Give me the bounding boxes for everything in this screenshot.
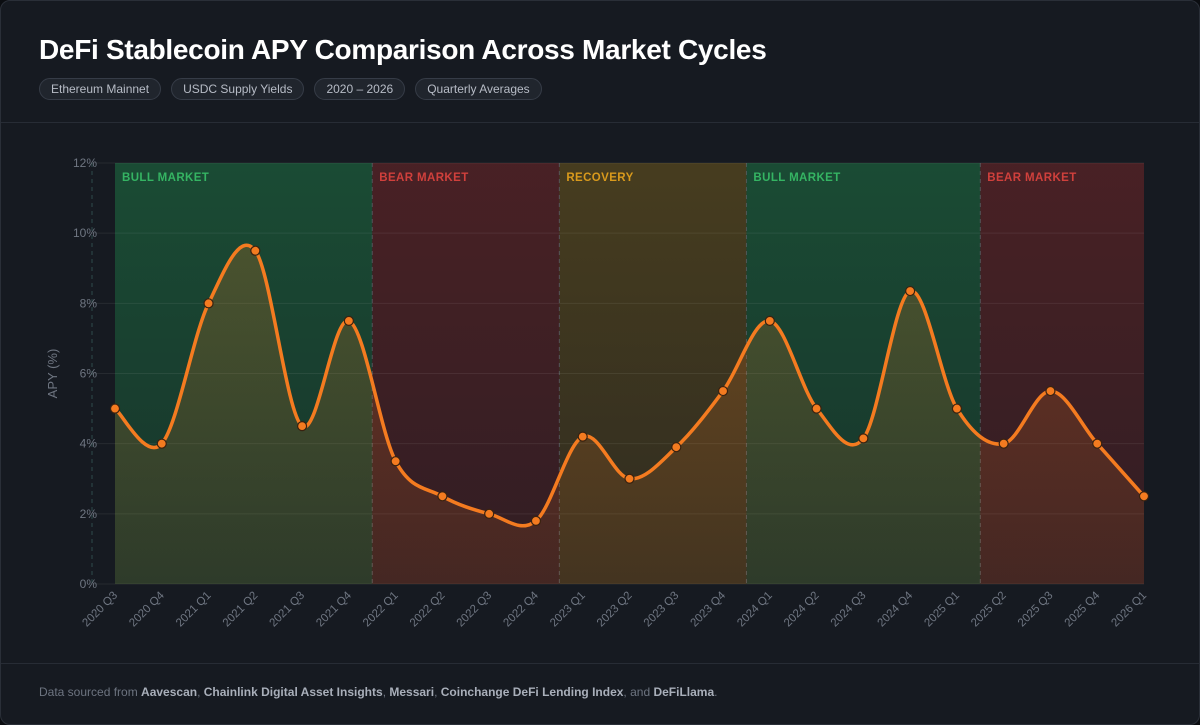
- area-fill: [115, 245, 1144, 585]
- phase-label-bear: BEAR MARKET: [379, 172, 468, 184]
- y-axis: 0% 2% 4% 6% 8% 10% 12% APY (%): [45, 156, 97, 591]
- phase-label-bull: BULL MARKET: [122, 172, 209, 184]
- data-point-2023-q1: [577, 431, 588, 442]
- x-tick-label: 2023 Q4: [688, 589, 728, 629]
- data-point-2024-q2: [811, 403, 822, 414]
- x-tick-label: 2025 Q1: [922, 590, 962, 630]
- x-tick-label: 2020 Q3: [80, 590, 120, 630]
- data-point-2023-q3: [671, 442, 682, 453]
- data-point-2024-q3: [858, 433, 869, 444]
- data-point-2026-q1: [1138, 491, 1150, 502]
- x-tick-label: 2023 Q2: [595, 590, 635, 630]
- y-tick-label: 0%: [80, 577, 98, 591]
- phase-label-recovery: RECOVERY: [566, 172, 633, 184]
- x-tick-label: 2021 Q1: [174, 590, 214, 630]
- phase-label-bear: BEAR MARKET: [987, 172, 1076, 184]
- source-coinchange: Coinchange DeFi Lending Index: [440, 685, 624, 699]
- x-tick-label: 2021 Q4: [314, 589, 354, 629]
- x-tick-label: 2024 Q4: [876, 589, 916, 629]
- data-point-2025-q3: [1045, 385, 1056, 397]
- source-separator: ,: [434, 685, 441, 699]
- phase-label-bull: BULL MARKET: [753, 172, 840, 184]
- phase-labels: BULL MARKET BEAR MARKET RECOVERY BULL MARKE…: [122, 172, 1076, 184]
- data-point-2022-q1: [390, 456, 401, 467]
- x-tick-label: 2022 Q1: [361, 590, 401, 630]
- data-point-2022-q4: [530, 515, 542, 526]
- data-point-2024-q4: [905, 285, 916, 297]
- x-tick-label: 2024 Q1: [735, 590, 775, 630]
- tag-period: 2020 – 2026: [314, 78, 406, 100]
- tag-asset: USDC Supply Yields: [171, 78, 305, 100]
- y-tick-label: 8%: [80, 296, 98, 310]
- data-point-2025-q1: [951, 403, 963, 414]
- tag-granularity: Quarterly Averages: [415, 78, 542, 100]
- source-defillama: DeFiLlama: [653, 685, 715, 699]
- data-point-2023-q4: [717, 385, 729, 397]
- data-point-2025-q4: [1092, 438, 1103, 449]
- data-point-2023-q2: [624, 473, 635, 484]
- x-tick-label: 2025 Q2: [969, 590, 1009, 630]
- tag-network: Ethereum Mainnet: [39, 78, 162, 100]
- x-tick-label: 2026 Q1: [1109, 590, 1149, 630]
- x-tick-label: 2025 Q4: [1063, 589, 1103, 629]
- source-aavescan: Aavescan: [141, 685, 198, 699]
- source-messari: Messari: [389, 685, 435, 699]
- x-tick-label: 2023 Q3: [642, 590, 682, 630]
- data-point-2025-q2: [998, 438, 1009, 449]
- data-point-2022-q3: [484, 508, 495, 519]
- x-tick-label: 2022 Q2: [408, 590, 448, 630]
- y-tick-label: 2%: [80, 507, 98, 521]
- data-point-2021-q4: [343, 315, 354, 326]
- data-point-2022-q2: [437, 491, 448, 502]
- data-point-2020-q3: [109, 403, 121, 414]
- x-tick-label: 2020 Q4: [127, 589, 167, 629]
- y-axis-title: APY (%): [45, 349, 60, 399]
- apy-line-chart: BULL MARKET BEAR MARKET RECOVERY BULL MARKE…: [45, 156, 1150, 629]
- source-note: Data sourced from Aavescan, Chainlink Di…: [39, 685, 717, 699]
- footer-divider: [1, 663, 1199, 664]
- x-tick-label: 2024 Q2: [782, 590, 822, 630]
- source-suffix: .: [714, 685, 718, 699]
- tag-list: Ethereum Mainnet USDC Supply Yields 2020…: [39, 78, 542, 100]
- data-points: [109, 245, 1150, 526]
- data-point-2024-q1: [764, 315, 775, 326]
- y-tick-label: 6%: [80, 367, 98, 381]
- data-point-2021-q3: [296, 421, 308, 432]
- source-separator: ,: [382, 685, 390, 699]
- x-tick-label: 2025 Q3: [1016, 590, 1056, 630]
- source-separator: ,: [197, 685, 204, 699]
- y-tick-label: 12%: [73, 156, 97, 170]
- source-chainlink: Chainlink Digital Asset Insights: [203, 685, 383, 699]
- chart-title: DeFi Stablecoin APY Comparison Across Ma…: [39, 34, 767, 65]
- x-tick-label: 2021 Q3: [268, 590, 308, 630]
- data-point-2020-q4: [156, 438, 167, 449]
- data-point-2021-q1: [203, 298, 214, 309]
- x-axis: 2020 Q3 2020 Q4 2021 Q1 2021 Q2 2021 Q3 2021 …: [80, 589, 1149, 629]
- x-tick-label: 2022 Q3: [455, 590, 495, 630]
- series-area: [115, 245, 1144, 585]
- x-tick-label: 2022 Q4: [501, 589, 541, 629]
- source-prefix: Data sourced from: [39, 685, 142, 699]
- chart-header: DeFi Stablecoin APY Comparison Across Ma…: [1, 1, 1199, 123]
- x-tick-label: 2024 Q3: [829, 590, 869, 630]
- data-point-2021-q2: [250, 245, 261, 256]
- y-tick-label: 4%: [80, 437, 98, 451]
- y-tick-label: 10%: [73, 226, 97, 240]
- x-tick-label: 2023 Q1: [548, 590, 588, 630]
- x-tick-label: 2021 Q2: [221, 590, 261, 630]
- source-separator: , and: [623, 685, 654, 699]
